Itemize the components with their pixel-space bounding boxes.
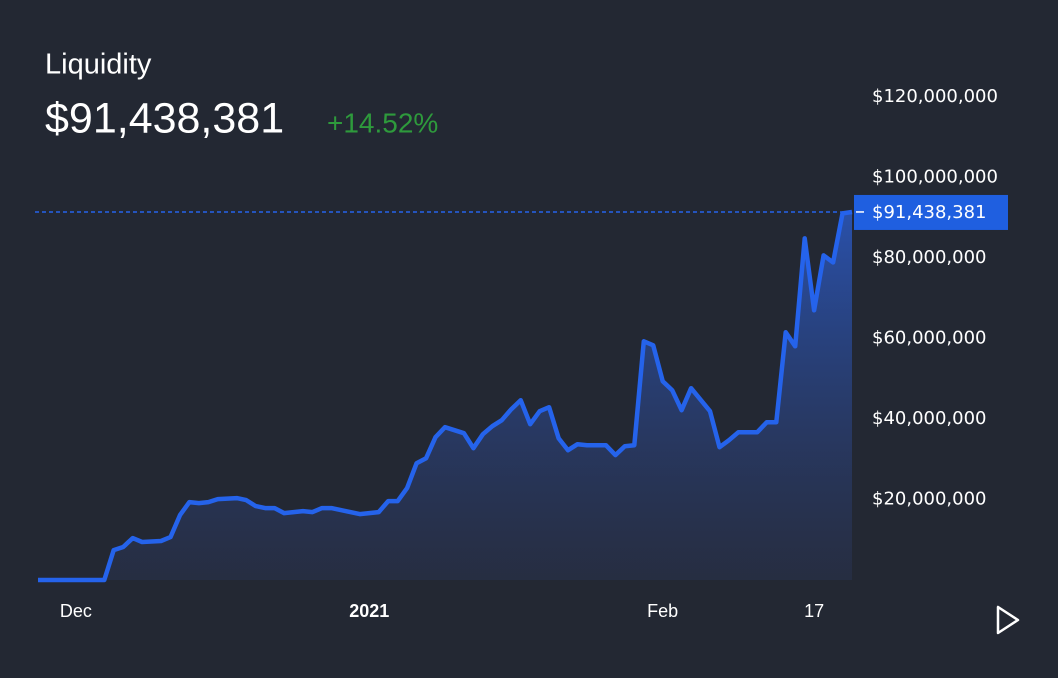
y-tick-label: $60,000,000: [872, 328, 987, 349]
y-tick-label: $20,000,000: [872, 489, 987, 510]
x-tick-label: 17: [804, 601, 824, 621]
chart-title: Liquidity: [45, 49, 152, 81]
y-tick-label: $120,000,000: [872, 86, 998, 107]
y-tick-label: $100,000,000: [872, 167, 998, 188]
current-value-tag: [854, 194, 1008, 230]
x-tick-label: 2021: [349, 601, 389, 621]
y-tick-label: $80,000,000: [872, 247, 987, 268]
area: [38, 212, 852, 580]
current-value: $91,438,381: [45, 94, 284, 142]
x-tick-label: Feb: [647, 601, 678, 621]
x-tick-label: Dec: [60, 601, 92, 621]
line: [38, 209, 853, 583]
change: +14.52%: [327, 107, 438, 138]
play-button[interactable]: [996, 605, 1020, 635]
current-value-tag-label: $91,438,381: [872, 202, 987, 223]
y-tick-label: $40,000,000: [872, 408, 987, 429]
